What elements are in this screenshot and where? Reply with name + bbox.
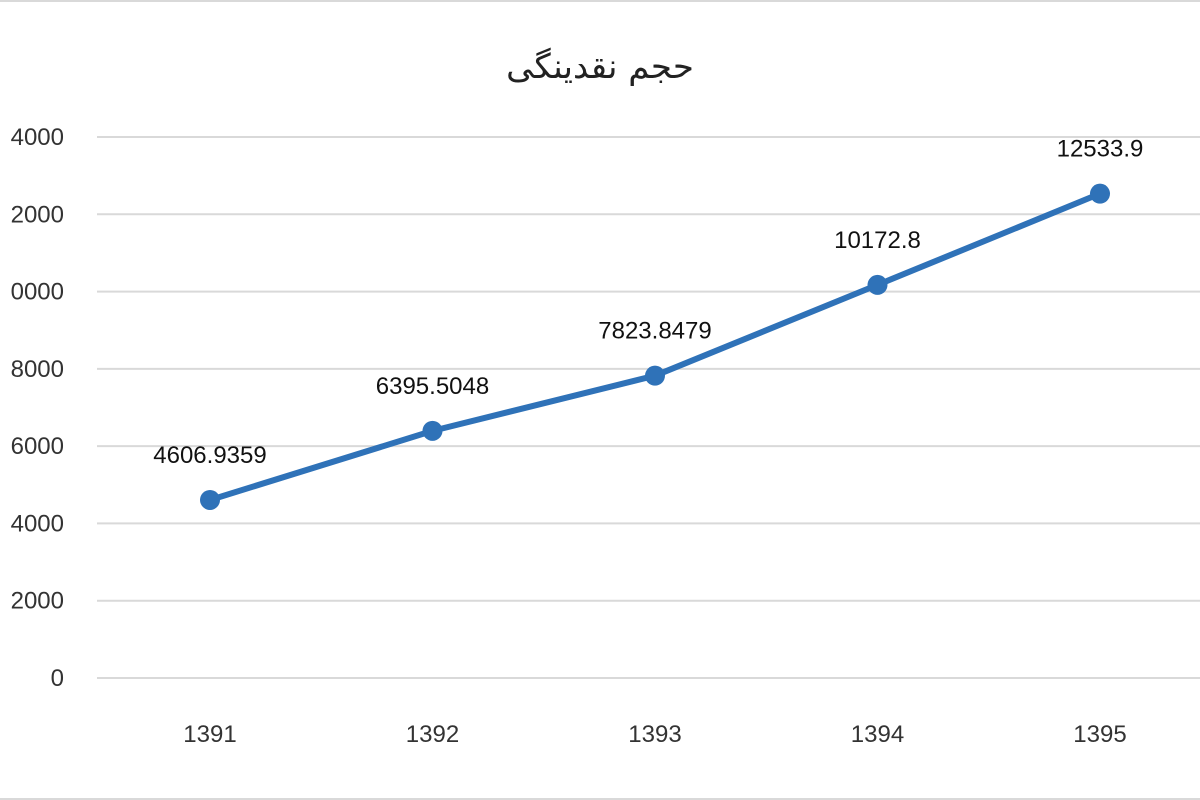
series-line: [207, 190, 1103, 503]
data-point: [200, 489, 220, 510]
x-axis-tick-labels: 1391 1392 1393 1394 1395: [183, 721, 1126, 748]
data-point: [1090, 183, 1110, 204]
data-label: 4606.9359: [153, 442, 266, 469]
y-tick-label: 2000: [11, 201, 64, 228]
y-axis-tick-labels: 0 2000 4000 6000 8000 0000 2000 4000: [11, 124, 64, 692]
y-tick-label: 4000: [11, 124, 64, 151]
data-point: [422, 420, 443, 441]
y-tick-label: 2000: [11, 588, 64, 615]
x-tick-label: 1392: [406, 721, 459, 748]
x-tick-label: 1391: [183, 721, 236, 748]
x-tick-label: 1393: [628, 721, 681, 748]
data-point: [867, 274, 888, 295]
series-group: [200, 183, 1110, 510]
y-tick-label: 6000: [11, 433, 64, 460]
y-tick-label: 0000: [11, 279, 64, 306]
data-label: 12533.9: [1057, 136, 1144, 163]
x-tick-label: 1395: [1073, 721, 1126, 748]
data-label: 7823.8479: [598, 318, 711, 345]
y-tick-label: 0: [51, 665, 64, 692]
chart-title: حجم نقدینگی: [506, 47, 694, 87]
x-tick-label: 1394: [851, 721, 904, 748]
data-label: 10172.8: [834, 227, 921, 254]
data-point: [645, 365, 665, 386]
data-label: 6395.5048: [376, 373, 489, 400]
y-tick-label: 8000: [11, 356, 64, 383]
data-labels: 4606.9359 6395.5048 7823.8479 10172.8 12533.…: [153, 136, 1143, 469]
y-tick-label: 4000: [11, 510, 64, 537]
